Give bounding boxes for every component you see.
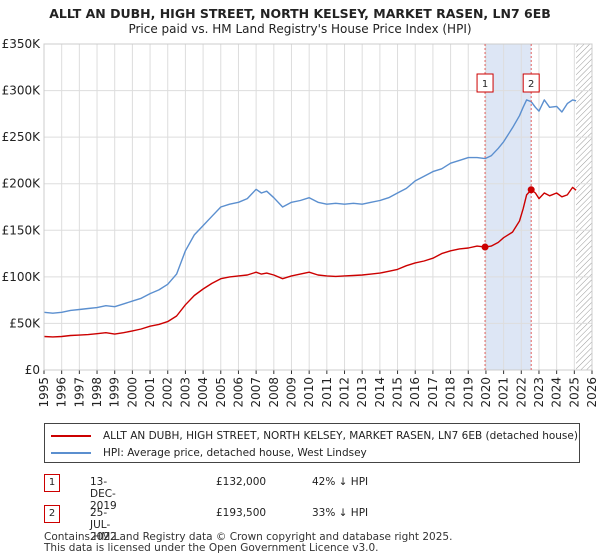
- transaction-hpi-diff: 33% ↓ HPI: [312, 507, 369, 519]
- sale-point: [481, 243, 489, 251]
- x-tick-label: 2008: [267, 377, 281, 408]
- x-tick-label: 2002: [161, 377, 175, 408]
- x-tick-label: 1999: [108, 377, 122, 408]
- footer: Contains HM Land Registry data © Crown c…: [44, 532, 452, 554]
- y-tick-label: £0: [25, 363, 40, 377]
- y-tick-label: £300K: [2, 84, 42, 98]
- marker-badge: [476, 73, 494, 93]
- x-tick-label: 2021: [497, 377, 511, 408]
- x-tick-label: 2016: [408, 377, 422, 408]
- x-tick-label: 2019: [461, 377, 475, 408]
- x-tick-label: 2004: [196, 377, 210, 408]
- x-tick-label: 1998: [90, 377, 104, 408]
- x-tick-label: 2006: [231, 377, 245, 408]
- legend-swatch-hpi: [51, 452, 91, 454]
- y-tick-label: £250K: [2, 130, 42, 144]
- x-tick-label: 2022: [514, 377, 528, 408]
- legend-label-property: ALLT AN DUBH, HIGH STREET, NORTH KELSEY,…: [103, 430, 578, 442]
- hpi-line: [43, 99, 577, 314]
- x-tick-label: 2007: [249, 377, 263, 408]
- future-hatch: [576, 44, 592, 370]
- transaction-date: 13-DEC-2019: [90, 476, 117, 512]
- y-tick-label: £200K: [2, 177, 42, 191]
- x-tick-label: 2011: [320, 377, 334, 408]
- y-tick-label: £350K: [2, 37, 42, 51]
- x-tick-label: 2009: [284, 377, 298, 408]
- x-tick-label: 2025: [567, 377, 581, 408]
- price-chart: £0 £50K £100K £150K £200K £250K £300K £350K 1995…: [2, 37, 599, 408]
- x-tick-label: 1996: [55, 377, 69, 408]
- x-tick-label: 2018: [444, 377, 458, 408]
- marker-badge-label: 1: [482, 79, 488, 90]
- x-tick-label: 2000: [125, 377, 139, 408]
- legend-item-hpi: HPI: Average price, detached house, West…: [51, 445, 367, 461]
- transaction-date: 25-JUL-2022: [90, 507, 117, 543]
- transaction-badge: 2: [44, 505, 60, 523]
- y-tick-label: £150K: [2, 223, 42, 237]
- chart-title: ALLT AN DUBH, HIGH STREET, NORTH KELSEY,…: [49, 6, 551, 21]
- y-tick-label: £50K: [9, 316, 41, 330]
- transaction-price: £193,500: [216, 507, 267, 519]
- x-tick-label: 1995: [37, 377, 51, 408]
- x-tick-label: 2010: [302, 377, 316, 408]
- x-tick-label: 2026: [585, 377, 599, 408]
- transaction-price: £132,000: [216, 476, 267, 488]
- marker-badge-label: 2: [528, 79, 534, 90]
- marker-badge: [522, 73, 540, 93]
- x-tick-label: 2001: [143, 377, 157, 408]
- x-tick-label: 2012: [338, 377, 352, 408]
- sale-point: [527, 186, 535, 194]
- x-tick-label: 2003: [178, 377, 192, 408]
- x-tick-label: 2023: [532, 377, 546, 408]
- x-tick-label: 1997: [72, 377, 86, 408]
- x-tick-label: 2014: [373, 377, 387, 408]
- transaction-hpi-diff: 42% ↓ HPI: [312, 476, 369, 488]
- legend-swatch-property: [51, 435, 91, 437]
- x-tick-label: 2017: [426, 377, 440, 408]
- legend: ALLT AN DUBH, HIGH STREET, NORTH KELSEY,…: [44, 423, 580, 463]
- footer-line-1: Contains HM Land Registry data © Crown c…: [44, 531, 453, 543]
- x-tick-label: 2013: [355, 377, 369, 408]
- x-tick-label: 2024: [550, 377, 564, 408]
- x-tick-label: 2005: [214, 377, 228, 408]
- legend-label-hpi: HPI: Average price, detached house, West…: [103, 447, 367, 459]
- x-tick-label: 2020: [479, 377, 493, 408]
- chart-subtitle: Price paid vs. HM Land Registry's House …: [128, 22, 472, 36]
- x-tick-label: 2015: [391, 377, 405, 408]
- legend-item-property: ALLT AN DUBH, HIGH STREET, NORTH KELSEY,…: [51, 428, 578, 444]
- plot-frame: [43, 43, 593, 371]
- y-tick-label: £100K: [2, 270, 42, 284]
- property-price-line: [43, 186, 577, 338]
- transaction-badge: 1: [44, 474, 60, 492]
- footer-line-2: This data is licensed under the Open Gov…: [44, 542, 379, 554]
